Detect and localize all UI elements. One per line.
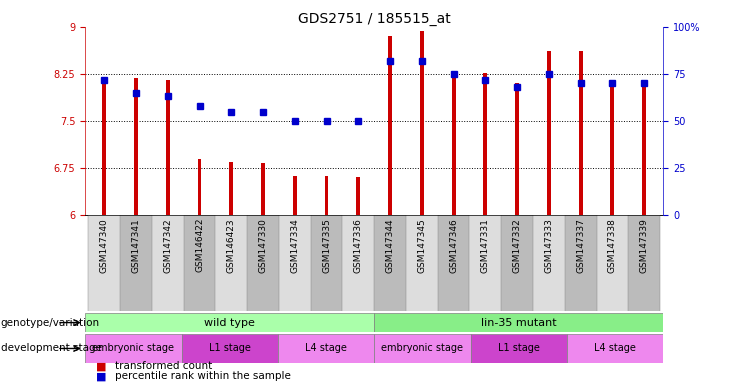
Text: GSM147342: GSM147342	[163, 218, 173, 273]
Bar	[216, 215, 247, 311]
Bar	[547, 51, 551, 215]
Text: GSM147333: GSM147333	[545, 218, 554, 273]
Bar	[579, 51, 582, 215]
Text: GSM147337: GSM147337	[576, 218, 585, 273]
Text: GSM147345: GSM147345	[417, 218, 426, 273]
Bar	[152, 215, 184, 311]
Bar	[452, 73, 456, 215]
Text: GSM147346: GSM147346	[449, 218, 458, 273]
Text: transformed count: transformed count	[115, 361, 212, 371]
Bar	[342, 215, 374, 311]
Bar	[611, 80, 614, 215]
Bar	[166, 79, 170, 215]
Bar	[471, 334, 567, 363]
Bar	[533, 215, 565, 311]
Text: GSM147338: GSM147338	[608, 218, 617, 273]
Text: percentile rank within the sample: percentile rank within the sample	[115, 371, 290, 381]
Text: GSM147341: GSM147341	[131, 218, 141, 273]
Bar	[420, 31, 424, 215]
Bar	[120, 215, 152, 311]
Text: GDS2751 / 185515_at: GDS2751 / 185515_at	[298, 12, 451, 25]
Bar	[628, 215, 660, 311]
Text: ■: ■	[96, 371, 107, 381]
Bar	[278, 334, 374, 363]
Bar	[310, 215, 342, 311]
Bar	[356, 177, 360, 215]
Bar	[501, 215, 533, 311]
Bar	[597, 215, 628, 311]
Bar	[567, 334, 663, 363]
Text: L1 stage: L1 stage	[209, 343, 250, 354]
Bar	[134, 78, 138, 215]
Text: genotype/variation: genotype/variation	[1, 318, 100, 328]
Bar	[88, 215, 120, 311]
Bar	[230, 162, 233, 215]
Bar	[247, 215, 279, 311]
Bar	[406, 215, 438, 311]
Bar	[85, 334, 182, 363]
Text: lin-35 mutant: lin-35 mutant	[481, 318, 556, 328]
Text: embryonic stage: embryonic stage	[382, 343, 463, 354]
Bar	[198, 159, 202, 215]
Text: GSM146422: GSM146422	[195, 218, 204, 272]
Text: development stage: development stage	[1, 343, 102, 354]
Bar	[374, 313, 663, 332]
Bar	[642, 80, 646, 215]
Bar	[293, 175, 296, 215]
Bar	[182, 334, 278, 363]
Bar	[261, 163, 265, 215]
Text: GSM147330: GSM147330	[259, 218, 268, 273]
Bar	[85, 313, 374, 332]
Bar	[483, 73, 488, 215]
Text: GSM147332: GSM147332	[513, 218, 522, 273]
Text: embryonic stage: embryonic stage	[93, 343, 174, 354]
Bar	[325, 176, 328, 215]
Bar	[374, 334, 471, 363]
Text: ■: ■	[96, 361, 107, 371]
Text: GSM147331: GSM147331	[481, 218, 490, 273]
Text: GSM147334: GSM147334	[290, 218, 299, 273]
Bar	[374, 215, 406, 311]
Text: GSM147340: GSM147340	[100, 218, 109, 273]
Bar	[279, 215, 310, 311]
Bar	[565, 215, 597, 311]
Text: GSM146423: GSM146423	[227, 218, 236, 273]
Bar	[515, 83, 519, 215]
Text: GSM147339: GSM147339	[639, 218, 648, 273]
Bar	[102, 77, 106, 215]
Text: GSM147344: GSM147344	[385, 218, 395, 273]
Text: L1 stage: L1 stage	[498, 343, 539, 354]
Text: L4 stage: L4 stage	[594, 343, 636, 354]
Bar	[438, 215, 470, 311]
Text: wild type: wild type	[205, 318, 255, 328]
Bar	[470, 215, 501, 311]
Text: GSM147336: GSM147336	[353, 218, 363, 273]
Bar	[184, 215, 216, 311]
Bar	[388, 36, 392, 215]
Text: L4 stage: L4 stage	[305, 343, 347, 354]
Text: GSM147335: GSM147335	[322, 218, 331, 273]
